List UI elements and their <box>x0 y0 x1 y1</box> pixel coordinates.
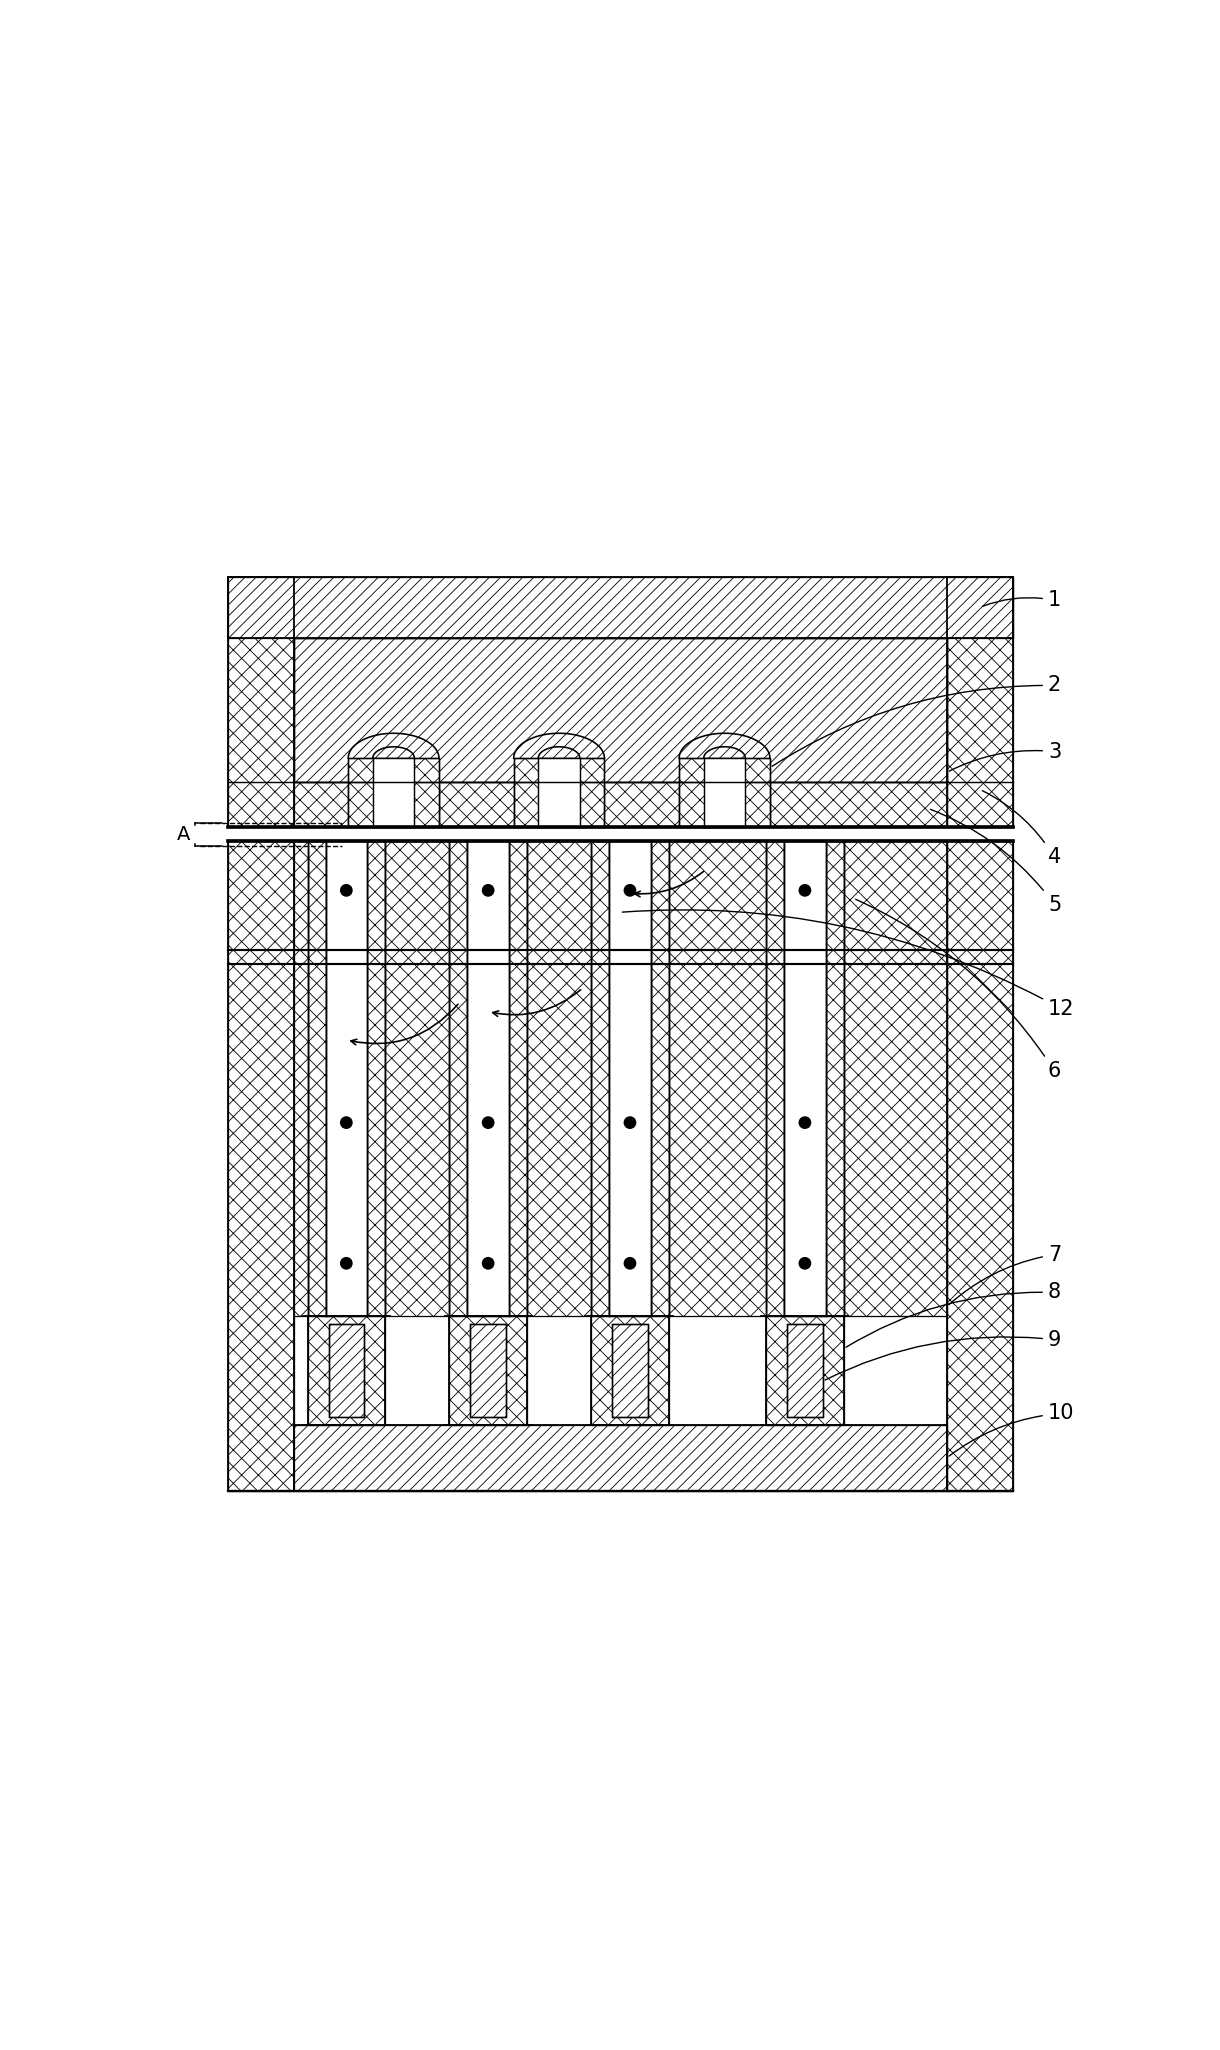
Text: 4: 4 <box>982 791 1061 867</box>
Bar <box>787 1324 822 1417</box>
Circle shape <box>482 1257 494 1269</box>
Bar <box>612 1324 648 1417</box>
Bar <box>367 840 386 1316</box>
Bar <box>592 1316 669 1425</box>
Bar <box>449 1316 527 1425</box>
Bar <box>704 758 745 828</box>
Bar <box>294 781 348 828</box>
Bar <box>604 781 680 828</box>
Bar <box>294 1425 947 1490</box>
Bar <box>947 576 1013 828</box>
Text: 5: 5 <box>931 810 1061 914</box>
Circle shape <box>799 1257 810 1269</box>
Bar <box>471 1324 506 1417</box>
Bar <box>592 840 609 1316</box>
Bar <box>367 840 386 1316</box>
Bar <box>294 1425 947 1490</box>
Bar <box>449 1316 527 1425</box>
Bar <box>307 1316 386 1425</box>
Text: 9: 9 <box>825 1330 1061 1380</box>
Bar <box>467 840 509 1316</box>
Bar <box>307 840 326 1316</box>
Circle shape <box>625 886 636 896</box>
Bar <box>592 840 609 1316</box>
Circle shape <box>340 886 353 896</box>
Bar <box>294 840 307 1316</box>
Circle shape <box>799 886 810 896</box>
Text: A: A <box>177 824 190 845</box>
Text: 12: 12 <box>622 910 1075 1019</box>
Bar <box>650 840 669 1316</box>
Circle shape <box>625 1257 636 1269</box>
Bar <box>680 758 770 828</box>
Bar <box>770 781 947 828</box>
Bar <box>228 576 1013 638</box>
Text: 10: 10 <box>949 1404 1075 1455</box>
Bar <box>766 840 784 1316</box>
Circle shape <box>482 1117 494 1128</box>
Bar <box>947 840 1013 1490</box>
Bar <box>307 840 326 1316</box>
Bar <box>386 840 449 1316</box>
Bar <box>766 1316 844 1425</box>
Bar <box>609 840 650 1316</box>
Bar <box>592 1316 669 1425</box>
Bar <box>294 638 947 781</box>
Bar <box>784 840 826 1316</box>
Bar <box>449 840 467 1316</box>
Bar <box>228 576 294 828</box>
Bar <box>527 840 592 1316</box>
Bar <box>228 840 294 1490</box>
Circle shape <box>482 886 494 896</box>
Text: 7: 7 <box>949 1244 1061 1304</box>
Bar <box>514 758 604 828</box>
Bar <box>826 840 844 1316</box>
Bar <box>348 758 439 828</box>
Text: 3: 3 <box>949 742 1061 771</box>
Bar <box>449 840 467 1316</box>
Bar <box>787 1324 822 1417</box>
Bar <box>228 576 1013 638</box>
Bar <box>826 840 844 1316</box>
Circle shape <box>340 1117 353 1128</box>
Bar <box>348 758 439 828</box>
Bar <box>373 758 415 828</box>
Bar <box>947 576 1013 828</box>
Circle shape <box>625 1117 636 1128</box>
Bar <box>612 1324 648 1417</box>
Bar <box>439 781 514 828</box>
Text: 6: 6 <box>855 900 1061 1080</box>
Bar <box>766 1316 844 1425</box>
Bar <box>514 758 604 828</box>
Bar <box>228 840 294 1490</box>
Circle shape <box>799 1117 810 1128</box>
Text: 8: 8 <box>845 1283 1061 1347</box>
Text: 1: 1 <box>982 590 1061 611</box>
Bar <box>766 840 784 1316</box>
Bar <box>509 840 527 1316</box>
Circle shape <box>340 1257 353 1269</box>
Bar <box>328 1324 364 1417</box>
Bar <box>228 576 294 828</box>
Bar <box>669 840 766 1316</box>
Bar <box>326 840 367 1316</box>
Bar <box>538 758 580 828</box>
Text: 2: 2 <box>772 674 1061 767</box>
Bar <box>509 840 527 1316</box>
Bar <box>471 1324 506 1417</box>
Bar <box>294 638 947 781</box>
Bar <box>650 840 669 1316</box>
Bar <box>307 1316 386 1425</box>
Bar <box>844 840 947 1316</box>
Bar <box>680 758 770 828</box>
Bar <box>328 1324 364 1417</box>
Bar <box>947 840 1013 1490</box>
